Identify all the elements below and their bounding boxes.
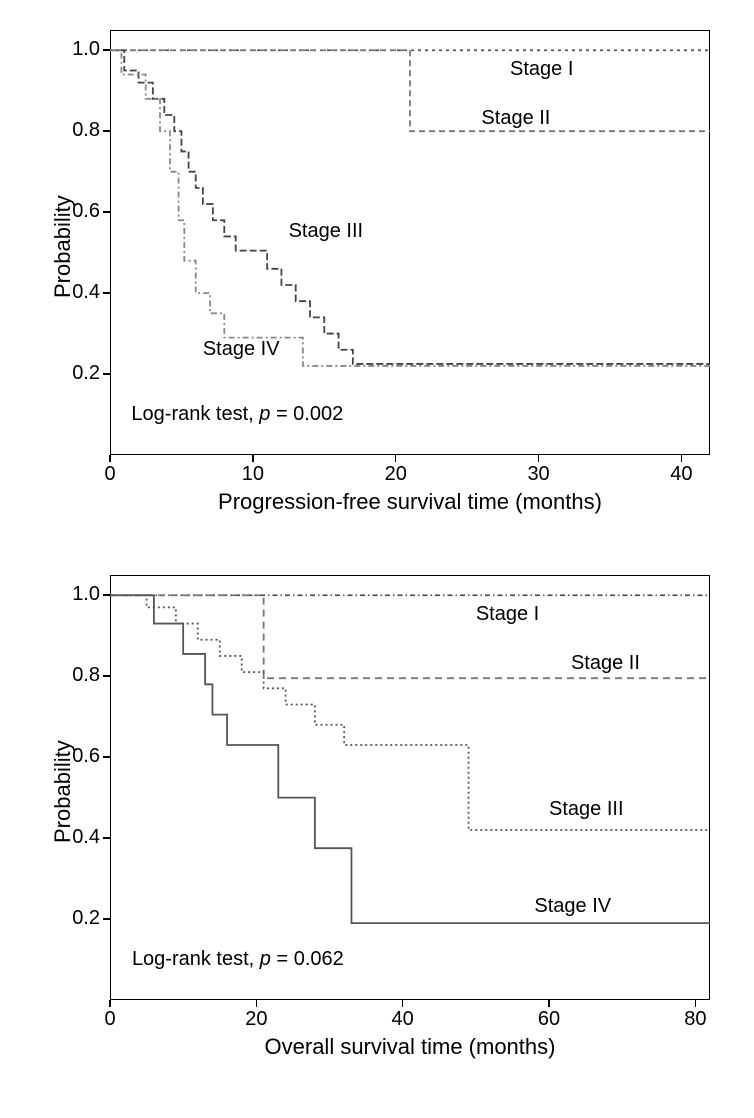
annotation-p-symbol: p [259,403,270,425]
annotation-p-value: = 0.062 [271,948,344,970]
y-tick-label: 0.2 [72,362,100,385]
x-tick-label: 0 [98,1008,122,1031]
os-svg [110,575,710,1000]
x-tick-label: 60 [537,1008,561,1031]
y-tick-mark [103,918,110,920]
y-tick-mark [103,49,110,51]
pfs-x-axis-label: Progression-free survival time (months) [110,489,710,515]
os-label-stage-i: Stage I [476,603,539,626]
y-tick-label: 0.4 [72,826,100,849]
annotation-prefix: Log-rank test, [131,403,259,425]
pfs-series-stage-ii [110,50,710,131]
x-tick-label: 20 [244,1008,268,1031]
x-tick-label: 10 [241,463,265,486]
y-tick-label: 0.4 [72,281,100,304]
survival-figure: 0 10 20 30 40 0.2 0.4 0.6 0.8 1.0 Progression-free… [20,20,734,1098]
x-tick-label: 20 [384,463,408,486]
os-y-axis-label: Probability [50,740,76,843]
x-tick-mark [109,455,111,462]
os-label-stage-iv: Stage IV [534,895,611,918]
y-tick-mark [103,837,110,839]
y-tick-mark [103,211,110,213]
pfs-label-stage-ii: Stage II [481,107,550,130]
x-tick-mark [695,1000,697,1007]
y-tick-label: 0.6 [72,745,100,768]
pfs-label-stage-iii: Stage III [289,220,364,243]
y-tick-label: 1.0 [72,583,100,606]
x-tick-label: 30 [527,463,551,486]
x-tick-mark [681,455,683,462]
os-series-stage-iv [110,595,710,923]
os-x-axis-label: Overall survival time (months) [110,1034,710,1060]
y-tick-label: 1.0 [72,38,100,61]
y-tick-mark [103,292,110,294]
os-label-stage-ii: Stage II [571,652,640,675]
y-tick-mark [103,756,110,758]
pfs-logrank-annotation: Log-rank test, p = 0.002 [131,403,343,426]
x-tick-mark [256,1000,258,1007]
os-label-stage-iii: Stage III [549,798,624,821]
annotation-prefix: Log-rank test, [132,948,260,970]
annotation-p-symbol: p [260,948,271,970]
y-tick-label: 0.8 [72,664,100,687]
y-tick-mark [103,373,110,375]
x-tick-label: 0 [98,463,122,486]
x-tick-mark [395,455,397,462]
y-tick-mark [103,675,110,677]
os-series-stage-iii [110,595,710,830]
x-tick-mark [252,455,254,462]
pfs-svg [110,30,710,455]
y-tick-label: 0.8 [72,119,100,142]
pfs-series-stage-iv [110,50,710,366]
y-tick-mark [103,594,110,596]
x-tick-label: 80 [683,1008,707,1031]
x-tick-mark [109,1000,111,1007]
pfs-label-stage-iv: Stage IV [203,338,280,361]
x-tick-label: 40 [669,463,693,486]
annotation-p-value: = 0.002 [270,403,343,425]
pfs-label-stage-i: Stage I [510,58,573,81]
y-tick-label: 0.6 [72,200,100,223]
x-tick-label: 40 [391,1008,415,1031]
pfs-series-stage-iii [110,50,710,364]
x-tick-mark [402,1000,404,1007]
pfs-y-axis-label: Probability [50,195,76,298]
x-tick-mark [538,455,540,462]
y-tick-label: 0.2 [72,907,100,930]
os-logrank-annotation: Log-rank test, p = 0.062 [132,948,344,971]
x-tick-mark [548,1000,550,1007]
y-tick-mark [103,130,110,132]
